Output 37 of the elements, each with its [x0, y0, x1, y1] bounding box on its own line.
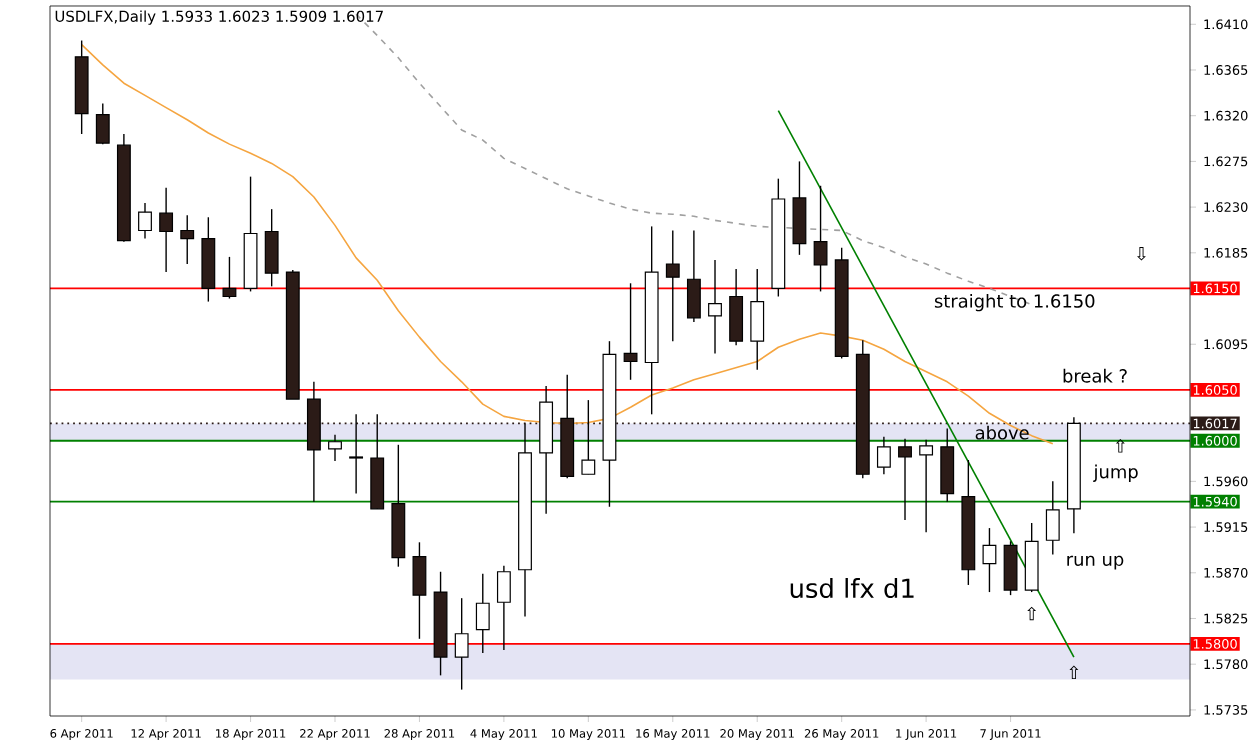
candlestick — [180, 214, 195, 265]
annotation: above — [975, 425, 1029, 440]
annotation: usd lfx d1 — [790, 577, 914, 599]
candlestick — [665, 229, 680, 342]
text: jump — [1093, 464, 1138, 482]
candlestick — [138, 202, 152, 240]
candlestick — [792, 160, 807, 256]
candlestick — [264, 208, 279, 288]
candlestick — [623, 282, 638, 381]
annotation: break ? — [1063, 368, 1127, 383]
annotation: ⇧ — [1069, 665, 1079, 680]
candlestick — [1003, 540, 1018, 596]
candlestick — [222, 256, 237, 300]
candlestick — [813, 185, 828, 293]
candlestick — [454, 597, 469, 691]
candlestick — [1045, 480, 1060, 556]
candlestick — [919, 439, 934, 533]
candlestick — [475, 573, 490, 654]
annotation: straight to 1.6150 — [934, 293, 1095, 312]
candlestick — [581, 399, 596, 475]
annotation: run up — [1067, 555, 1124, 570]
candlestick — [95, 102, 110, 145]
candlestick — [729, 268, 744, 346]
candlestick — [496, 564, 511, 651]
candlestick — [708, 259, 722, 355]
text: ⇧ — [1115, 439, 1125, 453]
candlestick — [750, 268, 765, 371]
text: ⇩ — [1137, 247, 1146, 261]
candlestick — [940, 427, 955, 503]
annotation: ⇧ — [1027, 606, 1037, 621]
candlestick — [159, 187, 174, 273]
candlestick — [328, 433, 342, 462]
candlestick — [876, 435, 891, 475]
candlestick — [412, 541, 427, 640]
candlestick — [982, 527, 997, 593]
candlestick — [686, 229, 701, 323]
candlestick — [898, 438, 912, 521]
